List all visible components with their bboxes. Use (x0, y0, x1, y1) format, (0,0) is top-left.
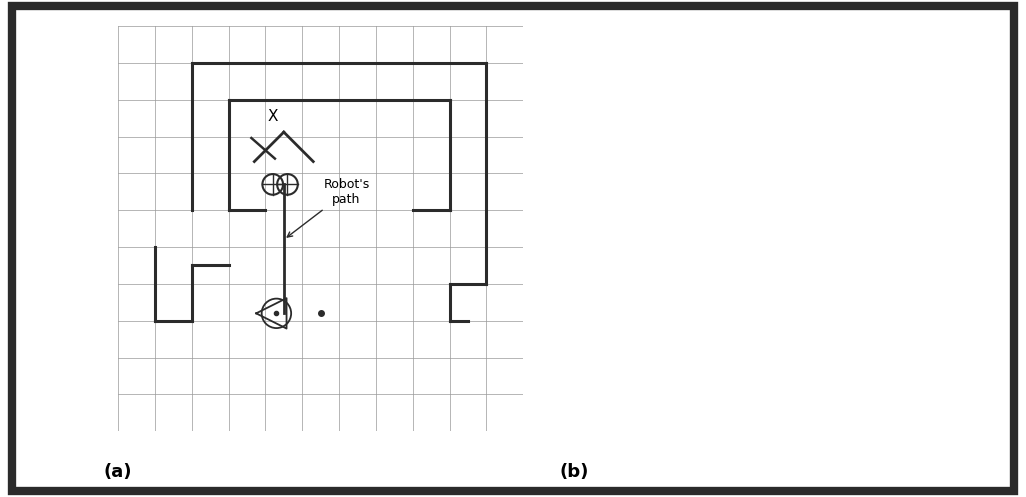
Text: X: X (268, 109, 278, 124)
FancyBboxPatch shape (12, 6, 1014, 491)
Text: (a): (a) (104, 463, 132, 481)
Text: Robot's
path: Robot's path (287, 178, 369, 237)
Text: (b): (b) (560, 463, 589, 481)
